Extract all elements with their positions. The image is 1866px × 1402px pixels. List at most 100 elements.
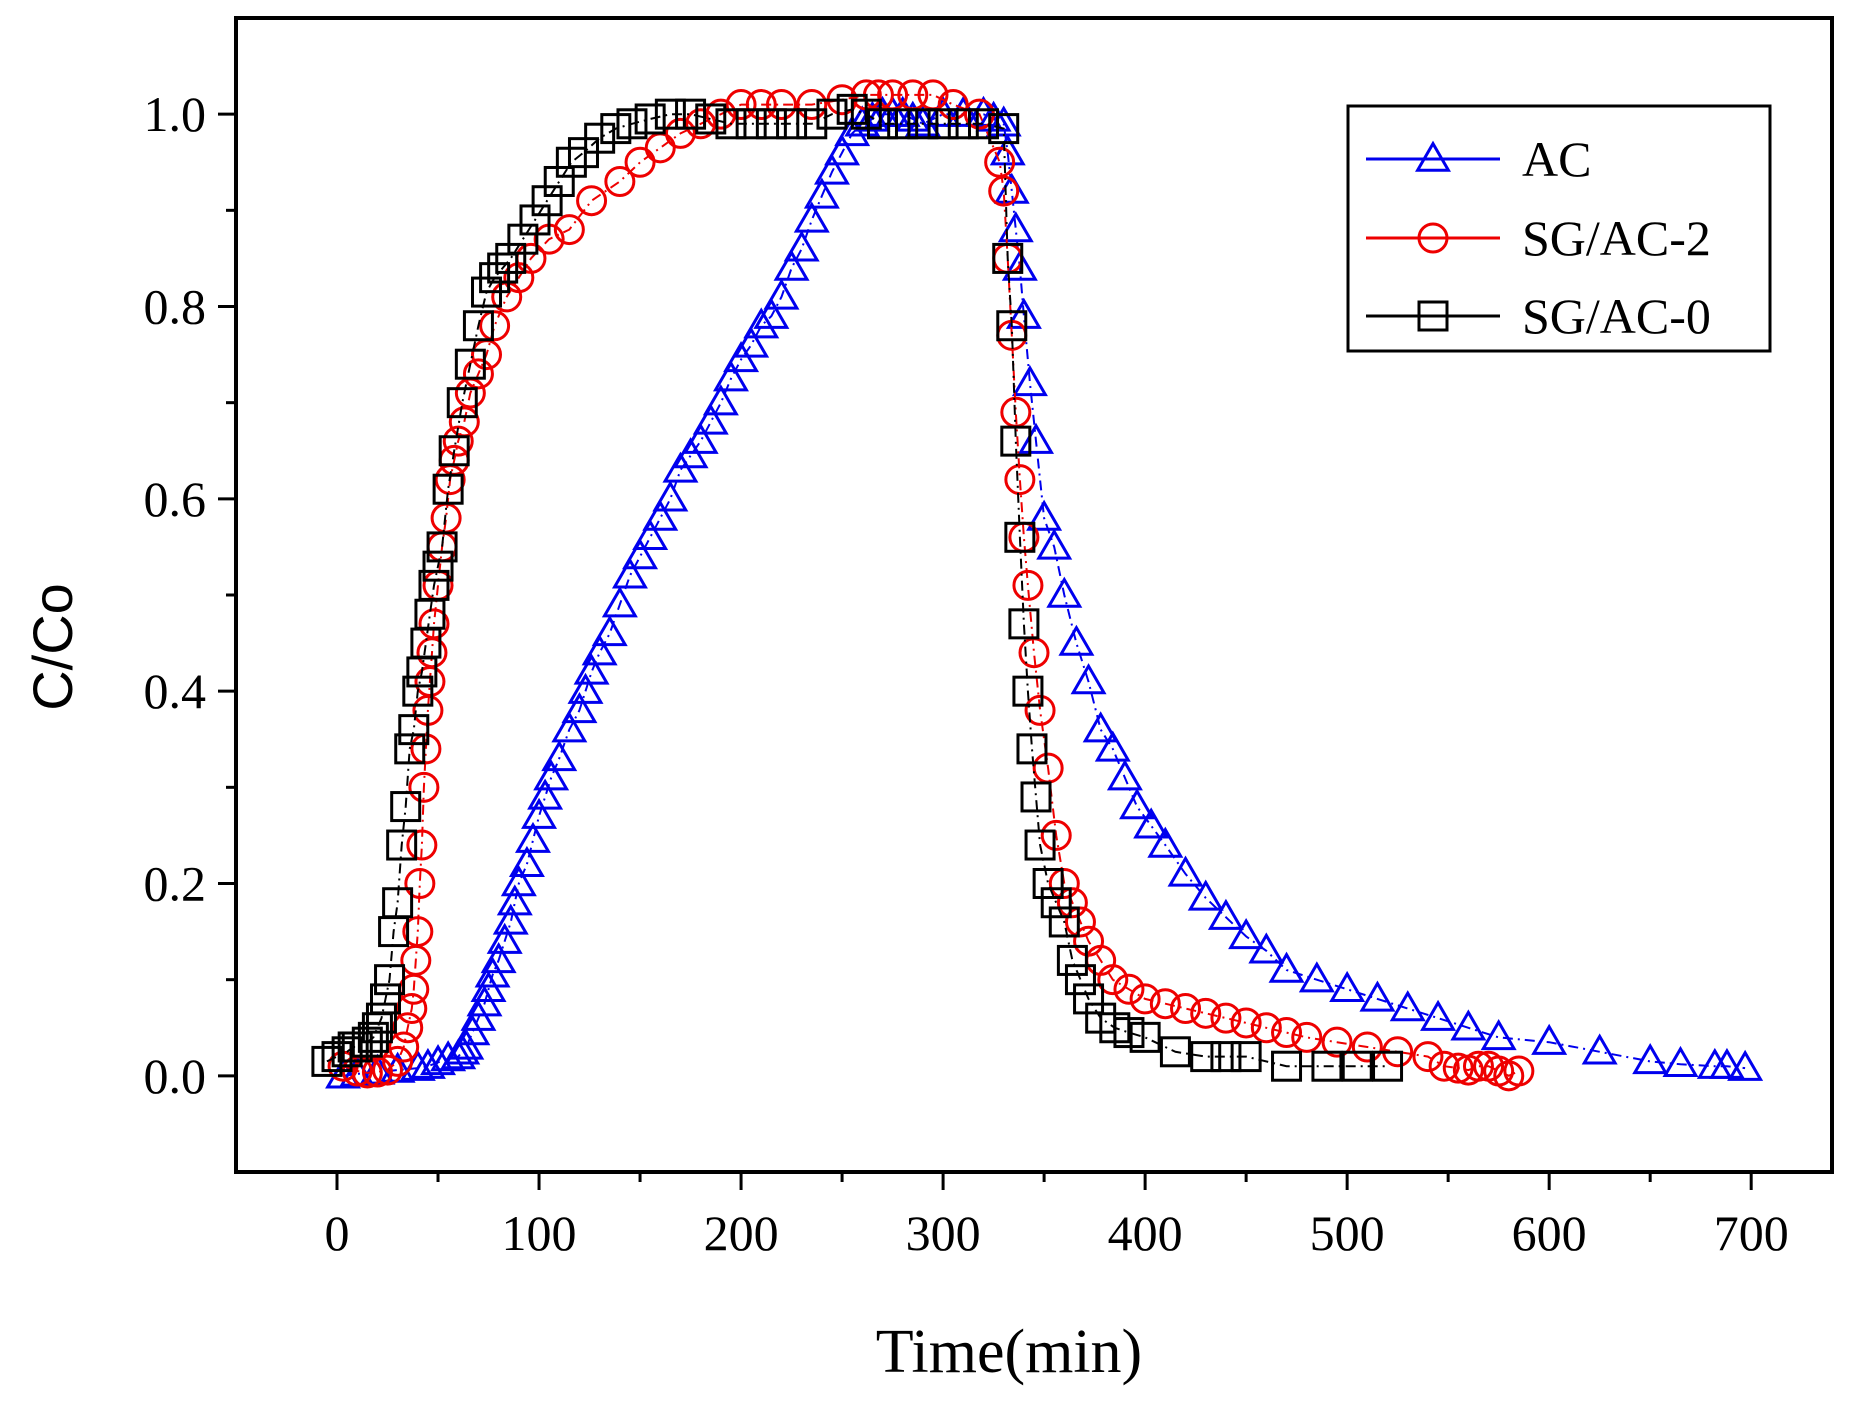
data-point-sg-ac-0 [321,1041,353,1073]
data-point-ac [514,821,551,853]
data-point-sg-ac-0 [390,791,422,823]
x-tick-label: 500 [1310,1205,1385,1261]
data-point-ac [581,634,618,666]
data-point-sg-ac-2 [396,993,428,1025]
data-point-sg-ac-2 [1210,1002,1242,1034]
data-point-sg-ac-0 [369,983,401,1015]
data-point-ac [1082,711,1119,743]
data-point-ac [997,211,1034,243]
data-point-sg-ac-0 [584,122,616,154]
data-point-sg-ac-0 [654,98,686,130]
data-point-sg-ac-0 [519,204,551,236]
data-point-sg-ac-2 [1230,1007,1262,1039]
data-point-sg-ac-0 [394,733,426,765]
x-tick-label: 300 [906,1205,981,1261]
data-point-sg-ac-0 [382,887,414,919]
data-point-sg-ac-0 [462,310,494,342]
data-point-sg-ac-2 [1024,694,1056,726]
legend: AC SG/AC-2 SG/AC-0 [1346,104,1772,353]
data-point-sg-ac-0 [341,1031,373,1063]
data-point-sg-ac-0 [1159,1036,1191,1068]
data-point-ac [1187,879,1224,911]
data-point-ac [1268,951,1305,983]
data-point-sg-ac-0 [446,387,478,419]
data-point-sg-ac-2 [404,868,436,899]
data-point-sg-ac-2 [1149,988,1181,1020]
data-point-sg-ac-0 [776,108,808,140]
data-point-sg-ac-0 [927,108,959,140]
data-point-ac [743,307,780,339]
data-point-ac [1632,1043,1669,1075]
x-tick-label: 0 [325,1205,350,1261]
data-point-sg-ac-2 [1040,819,1072,851]
data-point-ac [712,360,749,392]
data-point-ac [1727,1049,1764,1081]
data-point-sg-ac-0 [365,1002,397,1034]
labels-layer: Time(min) C/Co [21,583,1142,1386]
data-point-sg-ac-0 [1129,1021,1161,1053]
data-point-ac [573,653,610,685]
data-point-sg-ac-2 [392,1012,424,1044]
data-point-ac [480,942,517,974]
data-point-sg-ac-2 [361,1056,393,1088]
data-point-ac [551,711,588,743]
data-point-sg-ac-2 [1064,906,1096,938]
x-tick-label: 600 [1512,1205,1587,1261]
data-point-sg-ac-0 [996,310,1028,342]
data-point-ac [527,778,564,810]
data-point-sg-ac-2 [1004,464,1036,496]
data-point-sg-ac-0 [816,98,848,130]
legend-marker-ac [1414,140,1452,172]
data-point-sg-ac-2 [1048,868,1080,899]
data-point-ac [824,134,861,166]
data-point-sg-ac-0 [495,242,527,274]
legend-marker-sg-ac-0 [1417,300,1449,332]
data-point-ac [975,100,1012,132]
data-point-sg-ac-0 [1113,1017,1145,1049]
y-tick-label: 0.6 [144,471,207,527]
data-point-ac [1581,1033,1618,1065]
data-point-sg-ac-0 [374,964,406,996]
data-point-sg-ac-2 [705,98,737,130]
series-ac [325,95,1764,1089]
data-point-ac [1298,961,1335,993]
y-tick-label: 0.4 [144,663,207,719]
data-point-sg-ac-0 [1210,1041,1242,1073]
series-line-sg-ac-0 [326,108,1388,1068]
data-point-sg-ac-0 [543,165,575,197]
data-point-ac [1058,624,1095,656]
data-point-sg-ac-2 [1351,1031,1383,1063]
data-point-sg-ac-0 [695,103,727,135]
axes-layer: 0 100 200 300 400 500 600 700 0.0 0.2 0.4 0.6 0.8 1.0 [144,16,1834,1261]
data-point-sg-ac-2 [402,916,434,948]
data-point-sg-ac-2 [1291,1021,1323,1053]
data-point-sg-ac-2 [1056,887,1088,919]
data-point-sg-ac-0 [1020,781,1052,813]
data-point-ac [1026,499,1063,531]
data-point-sg-ac-2 [1442,1052,1474,1084]
data-point-sg-ac-0 [1032,868,1064,899]
data-point-sg-ac-2 [604,165,636,197]
data-point-ac [1011,365,1048,397]
data-point-sg-ac-0 [967,108,999,140]
data-point-sg-ac-0 [850,98,882,130]
data-point-ac [1046,576,1083,608]
data-point-ac [702,384,739,416]
data-point-ac [1531,1023,1568,1055]
data-point-ac [1119,788,1156,820]
data-point-ac [1133,807,1170,839]
data-point-sg-ac-0 [426,531,458,563]
data-point-sg-ac-0 [357,1021,389,1053]
y-tick-label: 0.0 [144,1048,207,1104]
legend-label-sg-ac-0: SG/AC-0 [1522,288,1711,344]
data-point-ac [325,1057,362,1089]
data-point-sg-ac-0 [507,223,539,255]
x-tick-label: 400 [1108,1205,1183,1261]
data-point-ac [682,422,719,454]
data-point-ac [1329,970,1366,1002]
data-point-sg-ac-0 [487,252,519,284]
x-tick-label: 200 [704,1205,779,1261]
legend-items [1366,140,1500,332]
data-point-ac [1106,759,1143,791]
data-point-ac [773,249,810,281]
